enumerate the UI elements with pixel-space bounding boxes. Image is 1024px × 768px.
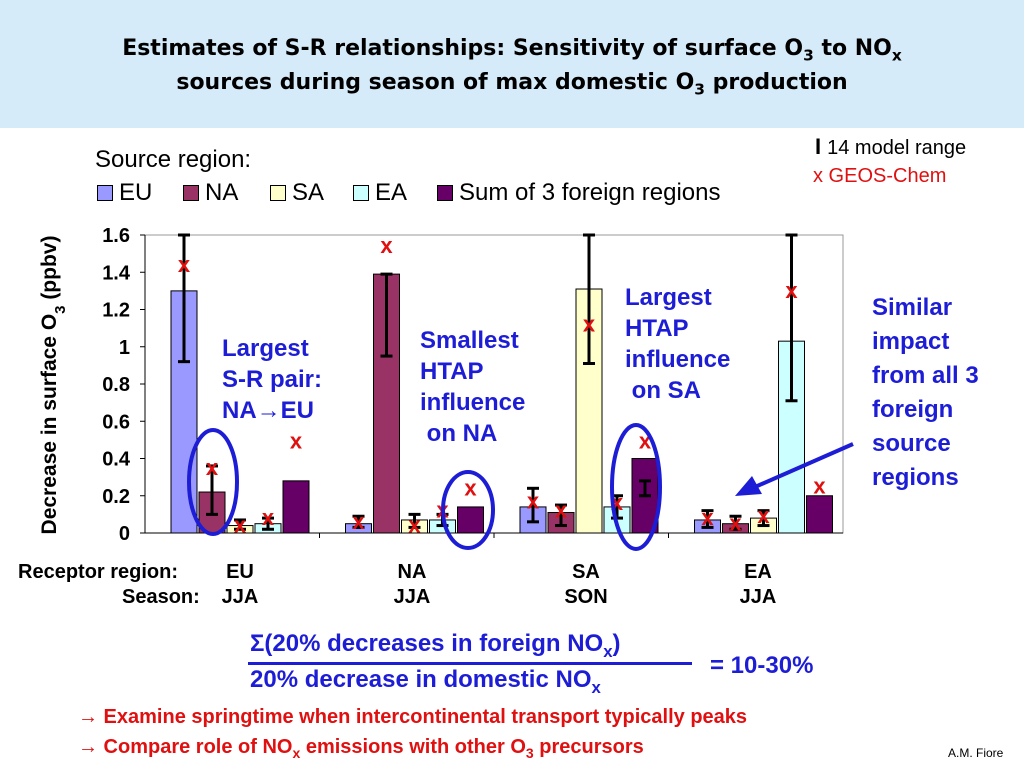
legend-item-eu: EU xyxy=(97,179,153,206)
geos-chem-marker: x xyxy=(583,311,596,336)
right-arrow-icon: → xyxy=(78,736,98,758)
right-arrow-icon: → xyxy=(78,706,98,728)
slide-title-line-2: sources during season of max domestic O3… xyxy=(176,70,848,99)
bar xyxy=(373,273,400,534)
error-bar-icon: I xyxy=(815,134,822,159)
x-category-receptor: SA xyxy=(572,561,600,583)
y-tick-label: 0.8 xyxy=(102,374,130,396)
annotation-largest-htap: Largest HTAP influence on SA xyxy=(625,284,731,404)
legend-heading: Source region: xyxy=(95,146,252,173)
formula-result: = 10-30% xyxy=(710,652,814,679)
y-tick-label: 1 xyxy=(119,337,130,359)
geos-chem-marker: x xyxy=(262,505,275,530)
annotation-arrow-head xyxy=(735,476,762,496)
annotation-similar-impact: Similar impact from all 3 foreign source… xyxy=(872,294,979,491)
geos-chem-marker: x xyxy=(352,509,365,534)
x-category-receptor: EU xyxy=(226,561,254,583)
legend-label: EU xyxy=(119,179,153,206)
slide-title-line-1: Estimates of S-R relationships: Sensitiv… xyxy=(122,36,902,65)
y-tick-label: 0.4 xyxy=(102,449,131,471)
fraction-bar xyxy=(248,662,692,665)
geos-chem-marker: x xyxy=(701,505,714,530)
legend-item-sa: SA xyxy=(270,179,325,206)
geos-chem-marker: x xyxy=(729,511,742,536)
geos-chem-marker: x xyxy=(785,278,798,303)
geos-chem-marker: x xyxy=(757,503,770,528)
y-tick-label: 1.4 xyxy=(102,262,131,284)
y-tick-label: 1.6 xyxy=(102,225,130,247)
y-axis-title: Decrease in surface O3 (ppbv) xyxy=(38,236,69,535)
geos-chem-marker: x xyxy=(206,455,219,480)
author-credit: A.M. Fiore xyxy=(948,746,1004,760)
legend-swatch xyxy=(353,185,369,201)
annotation-arrow-line xyxy=(754,442,854,489)
x-category-season: JJA xyxy=(394,586,431,608)
y-tick-label: 1.2 xyxy=(102,300,130,322)
right-arrow-icon: → xyxy=(256,397,281,424)
y-tick-label: 0.2 xyxy=(102,486,130,508)
legend-swatch xyxy=(437,185,453,201)
highlight-ellipse-sa xyxy=(610,423,662,551)
geos-chem-marker: x xyxy=(290,429,303,454)
geos-chem-marker: x xyxy=(527,488,540,513)
x-category-season: JJA xyxy=(222,586,259,608)
annotation-largest-sr: Largest S-R pair: NA→EU xyxy=(222,335,323,424)
bullet-1: → Examine springtime when intercontinent… xyxy=(78,706,748,728)
geos-chem-marker: x xyxy=(464,475,477,500)
geos-chem-marker: x xyxy=(234,513,247,538)
x-category-receptor: NA xyxy=(398,561,427,583)
bullet-2: → Compare role of NOx emissions with oth… xyxy=(78,736,644,761)
geos-chem-marker: x xyxy=(408,513,421,538)
formula-denominator: 20% decrease in domestic NOx xyxy=(250,666,601,697)
model-range-legend: I 14 model range xyxy=(815,134,967,159)
legend-label: SA xyxy=(292,179,325,206)
bar xyxy=(282,480,310,534)
legend-item-na: NA xyxy=(183,179,239,206)
x-row-label-season: Season: xyxy=(122,586,200,608)
geos-chem-legend: x GEOS-Chem xyxy=(813,165,947,187)
y-tick-label: 0.6 xyxy=(102,411,130,433)
title-band xyxy=(0,0,1024,128)
annotation-smallest-htap: Smallest HTAP influence on NA xyxy=(420,327,526,447)
geos-chem-marker: x xyxy=(178,252,191,277)
x-category-receptor: EA xyxy=(744,561,772,583)
highlight-ellipse-eu xyxy=(187,428,239,536)
legend-label: Sum of 3 foreign regions xyxy=(459,179,721,206)
highlight-ellipse-na xyxy=(441,470,495,550)
bar xyxy=(457,506,484,534)
legend-label: NA xyxy=(205,179,239,206)
geos-chem-marker: x xyxy=(555,498,568,523)
x-category-season: JJA xyxy=(740,586,777,608)
bar xyxy=(806,495,833,534)
geos-chem-marker: x xyxy=(813,473,826,498)
legend-item-sum-of-3-foreign-regions: Sum of 3 foreign regions xyxy=(437,179,721,206)
legend-swatch xyxy=(270,185,286,201)
x-category-season: SON xyxy=(564,586,607,608)
x-row-label-receptor: Receptor region: xyxy=(18,561,178,583)
legend-item-ea: EA xyxy=(353,179,408,206)
formula-numerator: Σ(20% decreases in foreign NOx) xyxy=(250,630,621,661)
y-tick-label: 0 xyxy=(119,523,130,545)
legend-swatch xyxy=(183,185,199,201)
geos-chem-marker: x xyxy=(380,233,393,258)
legend-swatch xyxy=(97,185,113,201)
legend-label: EA xyxy=(375,179,408,206)
